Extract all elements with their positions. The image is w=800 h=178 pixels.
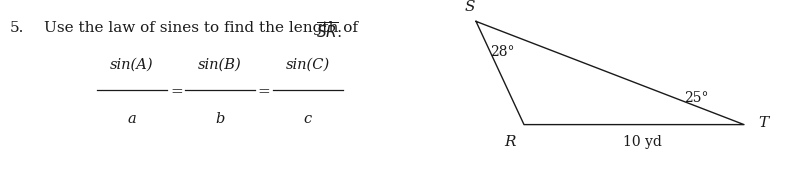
Text: sin(B): sin(B) — [198, 57, 242, 71]
Text: c: c — [304, 112, 312, 126]
Text: 5.: 5. — [10, 21, 24, 35]
Text: 25°: 25° — [684, 91, 709, 105]
Text: T: T — [758, 116, 769, 130]
Text: sin(C): sin(C) — [286, 57, 330, 71]
Text: =: = — [258, 85, 270, 99]
Text: sin(A): sin(A) — [110, 57, 154, 71]
Text: $\overline{\mathit{SR}}$:: $\overline{\mathit{SR}}$: — [316, 21, 342, 41]
Text: 10 yd: 10 yd — [622, 135, 662, 149]
Text: 28°: 28° — [490, 44, 515, 59]
Text: b: b — [215, 112, 225, 126]
Text: S: S — [464, 0, 475, 14]
Text: R: R — [504, 135, 515, 149]
Text: a: a — [128, 112, 136, 126]
Text: Use the law of sines to find the length of: Use the law of sines to find the length … — [44, 21, 363, 35]
Text: =: = — [170, 85, 183, 99]
